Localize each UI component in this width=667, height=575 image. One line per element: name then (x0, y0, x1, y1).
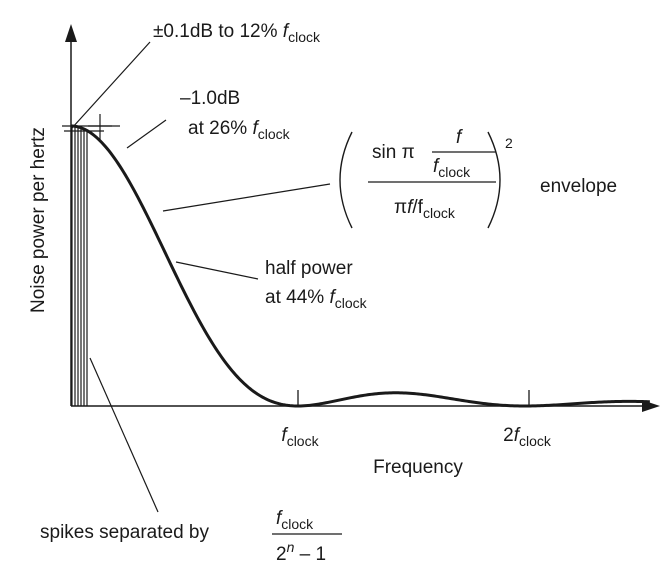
spikes-num-fclock: fclock (276, 508, 314, 532)
annotation-flatness: ±0.1dB to 12% fclock (153, 21, 321, 45)
annotation-half-power-line2: at 44% fclock (265, 287, 368, 311)
flat-top-marker (62, 114, 120, 140)
annotation-minus-one-db-line1: –1.0dB (180, 88, 240, 109)
formula-num-f: f (456, 127, 463, 148)
tick-marks (297, 390, 530, 406)
right-paren (487, 131, 501, 229)
sinc-squared-envelope-curve (70, 124, 650, 408)
leader-envelope (162, 183, 331, 212)
formula-lower-pi-f-over-fclock: πf/fclock (394, 197, 456, 221)
leader-flatness (71, 41, 151, 129)
formula-exponent: 2 (505, 135, 513, 151)
tick-label-f-clock: fclock (281, 425, 319, 449)
tick-label-2f-clock: 2fclock (503, 425, 552, 449)
spike-lines (71, 126, 88, 406)
y-axis-arrowhead (65, 24, 77, 42)
leader-minus-one-db (126, 119, 167, 149)
formula-envelope-word: envelope (540, 176, 617, 197)
spikes-den: 2n – 1 (276, 539, 326, 565)
spikes-annotation: spikes separated by fclock 2n – 1 (40, 508, 342, 565)
leader-half-power (175, 261, 259, 280)
axes (70, 38, 648, 407)
envelope-formula: sin π f fclock πf/fclock 2 envelope (339, 127, 617, 229)
formula-sin-pi: sin π (372, 142, 415, 163)
spikes-text: spikes separated by (40, 522, 209, 543)
y-axis-label: Noise power per hertz (28, 127, 49, 313)
annotation-half-power-line1: half power (265, 258, 353, 279)
x-axis-label: Frequency (373, 457, 463, 478)
left-paren (339, 131, 353, 229)
annotation-minus-one-db-line2: at 26% fclock (188, 118, 291, 142)
formula-den-fclock: fclock (433, 156, 471, 180)
leader-lines (71, 41, 331, 513)
leader-spikes (89, 357, 159, 513)
